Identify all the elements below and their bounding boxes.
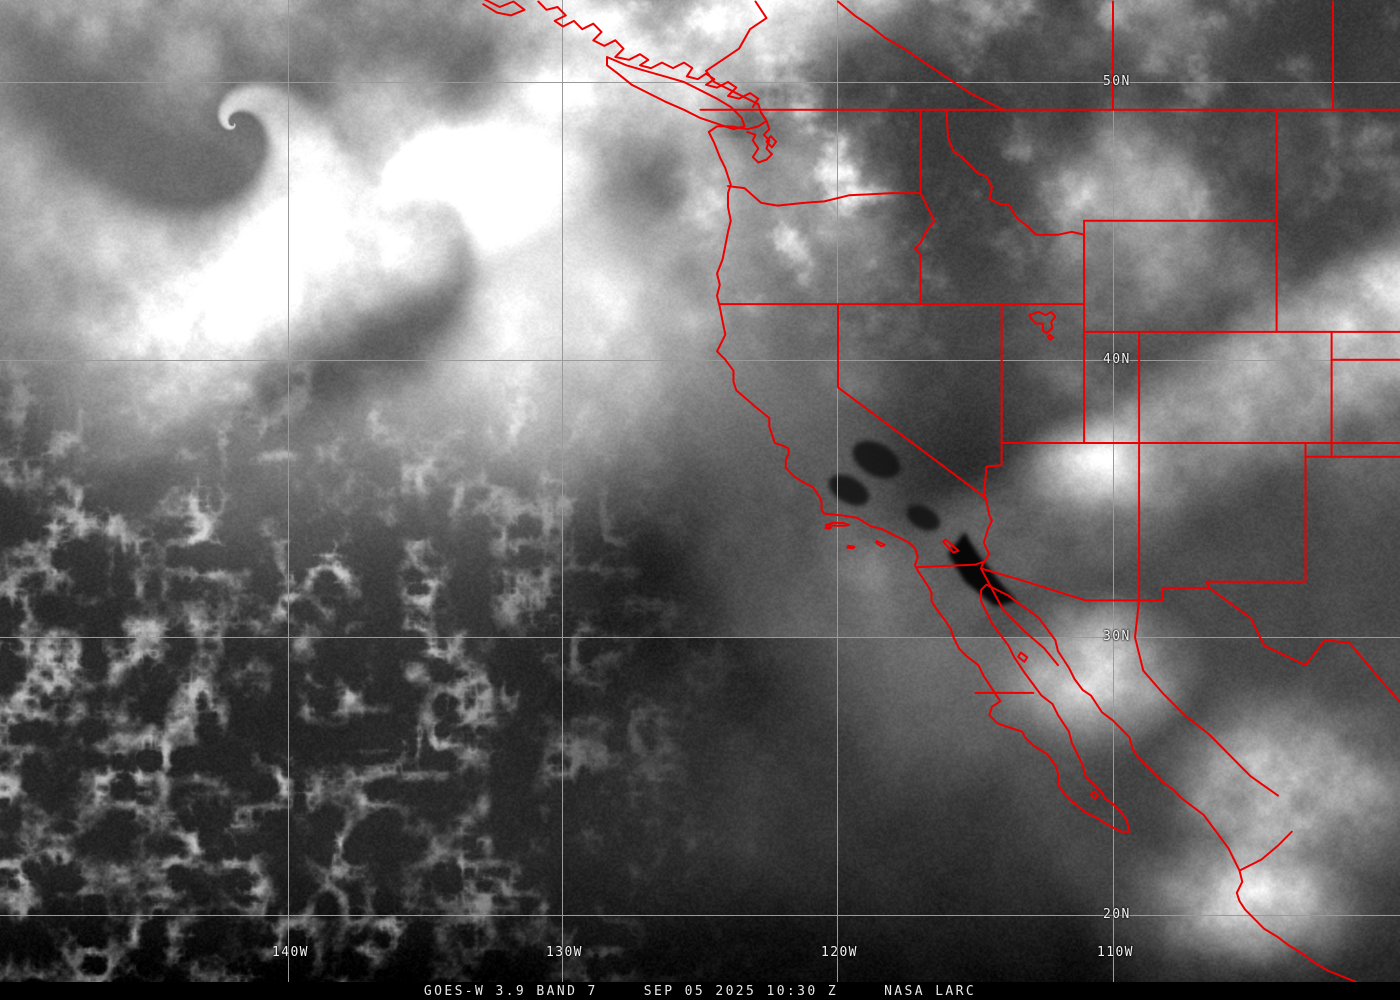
border-nayarit-jalisco bbox=[1238, 830, 1293, 872]
caption-product-label: GOES-W 3.9 BAND 7 bbox=[423, 983, 598, 999]
border-wyoming-colorado-nebraska bbox=[1083, 219, 1333, 333]
border-california-nevada bbox=[837, 303, 988, 500]
coastline-whidbey-island bbox=[765, 135, 778, 149]
border-oregon-idaho bbox=[914, 192, 936, 306]
coastline-san-nicolas-island bbox=[846, 544, 856, 550]
coastline-vancouver-island bbox=[606, 56, 746, 131]
caption-datetime-label: SEP 05 2025 10:30 Z bbox=[643, 983, 839, 999]
border-idaho-wyoming-utah-nevada bbox=[919, 233, 1086, 306]
coastline-british-columbia-fjords bbox=[537, 0, 760, 108]
border-washington-oregon bbox=[727, 185, 922, 207]
border-baja-sonora-partial bbox=[980, 567, 1059, 667]
coastline-utah-lake bbox=[1046, 333, 1054, 341]
coastline-santa-catalina-island bbox=[875, 540, 886, 548]
coastline-isla-angel-de-la-guarda bbox=[1017, 651, 1029, 663]
coastline-and-border-lines bbox=[482, 0, 1400, 991]
border-us-mexico-rio-grande bbox=[1208, 586, 1400, 704]
border-arizona-new-mexico bbox=[1138, 442, 1211, 602]
coastline-puget-sound bbox=[746, 111, 773, 164]
coastline-isla-espiritu-santo bbox=[1090, 790, 1099, 800]
coastline-salton-sea bbox=[942, 538, 960, 554]
caption-text-group: GOES-W 3.9 BAND 7 SEP 05 2025 10:30 Z NA… bbox=[424, 985, 976, 998]
border-chihuahua-durango bbox=[1208, 733, 1279, 797]
border-new-mexico-texas bbox=[1205, 442, 1307, 589]
border-nevada-arizona-california bbox=[982, 303, 1003, 564]
border-alberta-british-columbia bbox=[837, 0, 1004, 111]
caption-source-label: NASA LARC bbox=[884, 983, 977, 999]
caption-bar: GOES-W 3.9 BAND 7 SEP 05 2025 10:30 Z NA… bbox=[0, 982, 1400, 1000]
border-idaho-montana bbox=[945, 108, 1086, 236]
coastline-santa-cruz-island bbox=[824, 521, 850, 527]
border-sonora-chihuahua bbox=[1134, 599, 1211, 736]
coastline-great-salt-lake bbox=[1028, 310, 1057, 335]
coastline-haida-gwaii bbox=[482, 0, 526, 17]
coastline-santa-rosa-island bbox=[824, 525, 833, 530]
coastline-west-north-america bbox=[705, 0, 1384, 991]
border-us-mexico-west bbox=[916, 560, 1141, 602]
